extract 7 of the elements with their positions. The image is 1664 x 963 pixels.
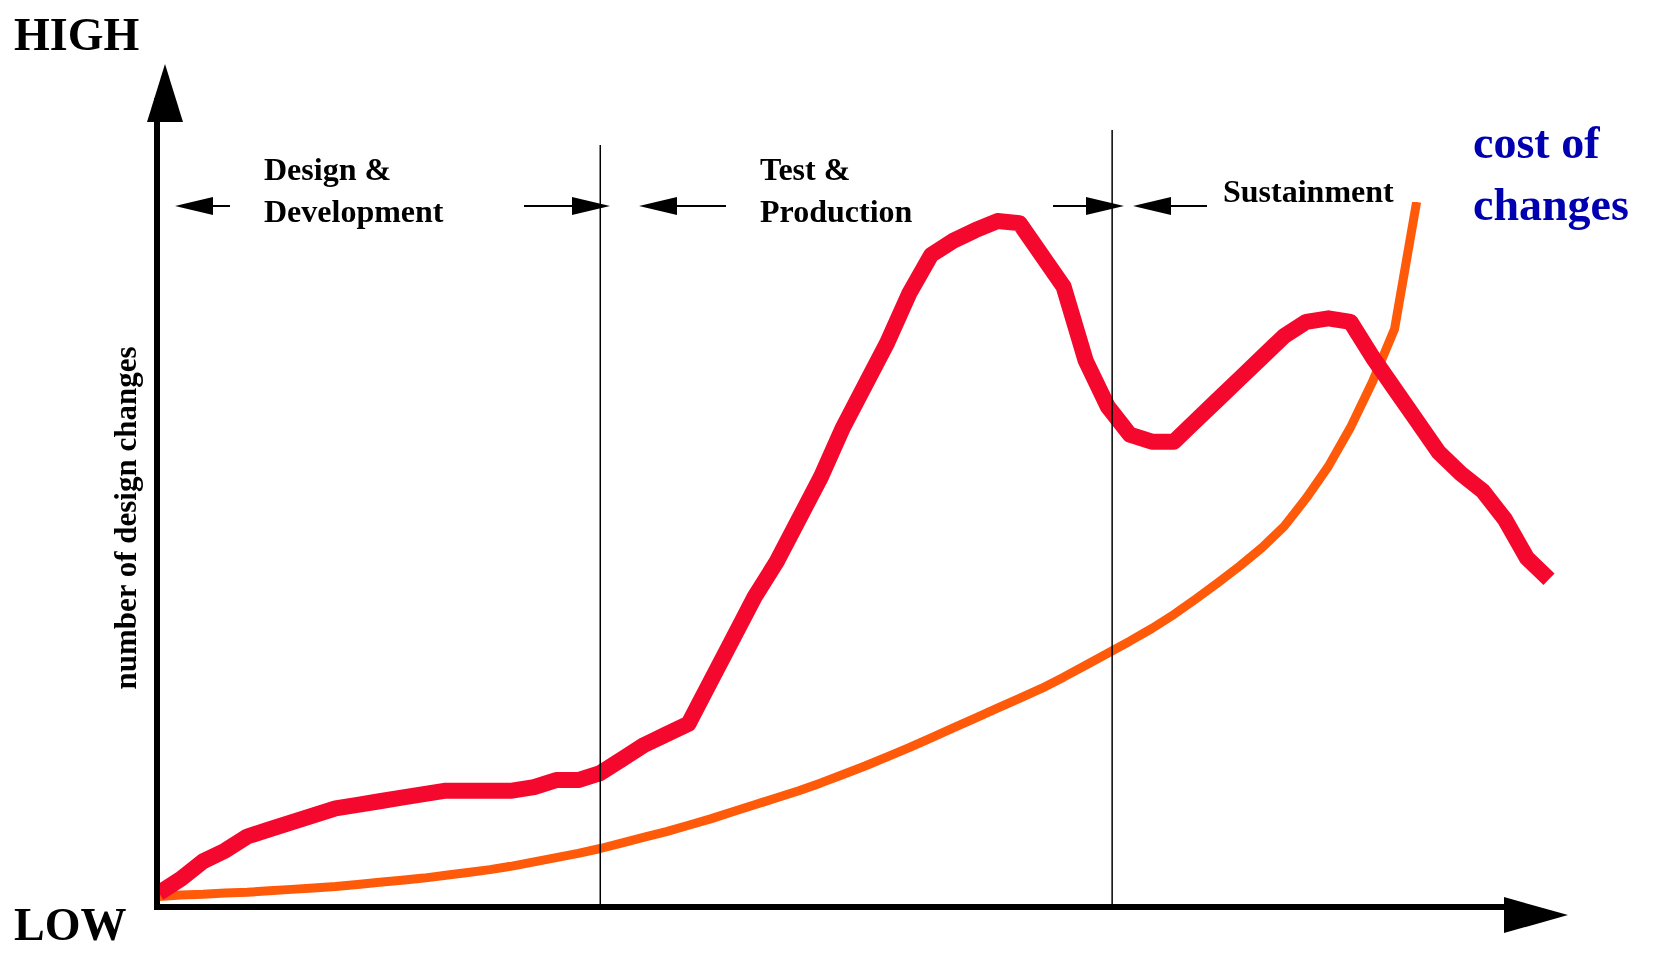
text: HIGH bbox=[14, 9, 140, 60]
y-axis-title: number of design changes bbox=[108, 346, 143, 690]
annotation: Test & Production bbox=[760, 151, 913, 229]
series-label: cost of changes bbox=[1473, 117, 1629, 230]
annotation: Design & Development bbox=[264, 151, 444, 229]
annotation: Sustainment bbox=[1223, 173, 1395, 209]
text: LOW bbox=[14, 899, 127, 950]
